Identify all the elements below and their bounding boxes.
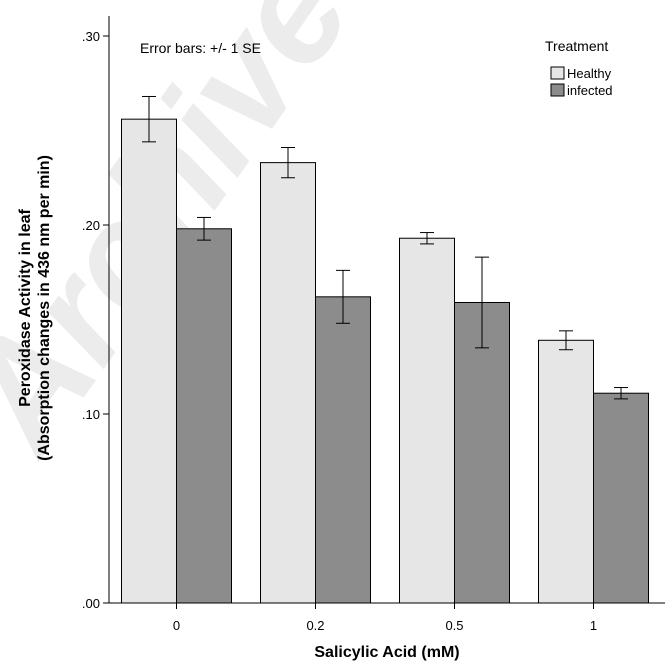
- y-tick-group: .00 .10 .20 .30: [82, 29, 109, 611]
- bar-infected-1: [315, 296, 371, 604]
- axes-group: [108, 16, 665, 604]
- y-axis-title: Peroxidase Activity in leaf (Absorption …: [17, 155, 53, 461]
- y-tick-label-2: .20: [82, 218, 100, 233]
- x-axis-title: Salicylic Acid (mM): [314, 644, 459, 661]
- x-tick-label-0: 0: [173, 618, 180, 633]
- bar-healthy-1: [260, 162, 316, 604]
- legend: Treatment Healthy infected: [545, 38, 613, 98]
- bar-healthy-3: [538, 339, 594, 604]
- bar-healthy-0: [121, 118, 177, 604]
- bar-infected-3: [593, 392, 649, 604]
- x-tick-group: 0 0.2 0.5 1: [173, 603, 597, 633]
- legend-swatch-infected: [550, 83, 565, 97]
- y-axis-title-line2: (Absorption changes in 436 nm per min): [36, 155, 53, 461]
- bar-group: [121, 118, 649, 604]
- y-tick-label-0: .00: [82, 596, 100, 611]
- legend-label-infected: infected: [567, 83, 613, 98]
- x-tick-label-3: 1: [590, 618, 597, 633]
- bar-healthy-2: [399, 237, 455, 604]
- error-bar-group: [142, 95, 628, 400]
- x-tick-label-2: 0.5: [445, 618, 463, 633]
- legend-label-healthy: Healthy: [567, 66, 612, 81]
- legend-swatch-healthy: [550, 66, 565, 80]
- bar-infected-0: [176, 228, 232, 604]
- y-tick-label-3: .30: [82, 29, 100, 44]
- y-axis-title-line1: Peroxidase Activity in leaf: [17, 208, 34, 406]
- legend-title: Treatment: [545, 38, 608, 54]
- y-tick-label-1: .10: [82, 407, 100, 422]
- error-bar-note: Error bars: +/- 1 SE: [140, 40, 261, 56]
- x-tick-label-1: 0.2: [306, 618, 324, 633]
